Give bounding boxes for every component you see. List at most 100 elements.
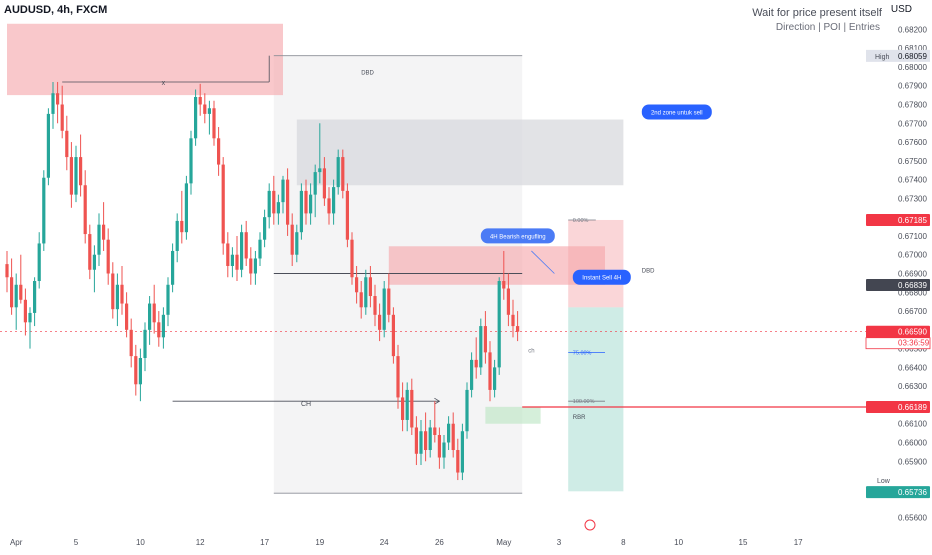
x-tick-label: 26 [435,538,444,547]
candle-body [470,359,474,390]
candle-body [83,185,87,235]
candle-body [138,358,142,385]
dbd-label-top: DBD [361,70,374,76]
price-tag-label: 0.65736 [898,488,927,497]
x-tick-label: 17 [260,538,269,547]
candle-body [465,389,469,432]
candle-body [373,296,377,315]
ch-label: CH [301,401,311,408]
symbol-title[interactable]: AUDUSD, 4h, FXCM [4,4,108,16]
candle-body [203,104,207,114]
candle-body [428,427,432,451]
candle-body [5,264,9,278]
callout-zone-bg [641,104,712,120]
candle-body [447,423,451,443]
x-tick-label: 3 [557,538,562,547]
candle-body [414,427,418,454]
candle-body [336,157,340,188]
candle-body [355,277,359,293]
candle-body [74,157,78,195]
price-tag-label: 0.66590 [898,328,927,337]
fib-0-label: 0.00% [573,218,589,224]
event-marker-icon [584,519,596,531]
y-tick-label: 0.65900 [898,457,927,466]
y-tick-label: 0.66100 [898,420,927,429]
low-label: Low [877,478,891,485]
rbr-label: RBR [573,415,586,421]
candle-body [106,239,110,274]
candle-body [19,284,23,300]
candle-body [226,243,230,266]
candle-body [115,284,119,310]
candle-body [396,356,400,398]
candle-body [28,312,32,323]
ch-small-label: ch [528,348,534,354]
candle-body [304,190,308,214]
candle-body [401,397,405,420]
y-tick-label: 0.67800 [898,101,927,110]
x-tick-label: 10 [136,538,145,547]
candles-layer [5,81,520,481]
candle-body [60,104,64,131]
y-tick-label: 0.67500 [898,157,927,166]
candle-body [318,168,322,173]
candle-body [350,239,354,278]
candle-body [474,359,478,368]
candle-body [456,450,460,473]
candle-body [166,284,170,315]
fib-75-label: 75.00% [573,350,592,356]
y-tick-label: 0.66400 [898,363,927,372]
callout-zone-label: 2nd zone untuk sell [651,111,703,117]
axis-layer: 0.68200 0.68100 0.68000 0.67900 0.67800 0.677… [10,0,932,550]
candle-body [506,288,510,315]
candle-body [180,220,184,233]
candle-body [207,108,211,114]
candle-body [56,93,60,105]
candle-body [157,322,161,338]
candle-body [97,224,101,255]
candle-body [184,183,188,233]
candle-body [65,130,69,158]
x-tick-label: 24 [380,538,389,547]
candle-body [79,157,83,186]
candle-body [258,239,262,259]
y-tick-label: 0.68000 [898,63,927,72]
candle-body [488,352,492,390]
candle-body [129,329,133,357]
candle-body [175,220,179,251]
y-tick-label: 0.67900 [898,82,927,91]
y-tick-label: 0.68200 [898,25,927,34]
candle-body [152,303,156,323]
candle-body [253,258,257,274]
callout-bearish-pointer [531,250,555,274]
candle-body [493,367,497,390]
candle-body [378,314,382,330]
countdown-tag [865,337,931,350]
candle-body [290,224,294,255]
x-tick-label: Apr [10,538,23,547]
callout-sell-label: Instant Sell 4H [582,276,621,282]
y-tick-label: 0.66300 [898,382,927,391]
candle-body [102,224,106,240]
y-tick-label: 0.67300 [898,194,927,203]
candle-body [92,254,96,270]
candle-body [125,303,129,330]
candle-body [148,303,152,330]
x-label: x [162,80,166,87]
price-tag-last-price [866,325,930,338]
candle-body [46,113,50,178]
candle-body [424,431,428,451]
low-tag-bg [866,474,930,487]
candle-body [281,179,285,203]
candle-body [194,96,198,139]
candle-body [217,138,221,165]
candle-body [502,281,506,289]
dbd-zone-mid [388,246,605,285]
candle-body [276,202,280,214]
candle-body [230,254,234,266]
candle-body [359,292,363,308]
price-tag-entry [866,278,930,291]
x-tick-label: 5 [74,538,79,547]
